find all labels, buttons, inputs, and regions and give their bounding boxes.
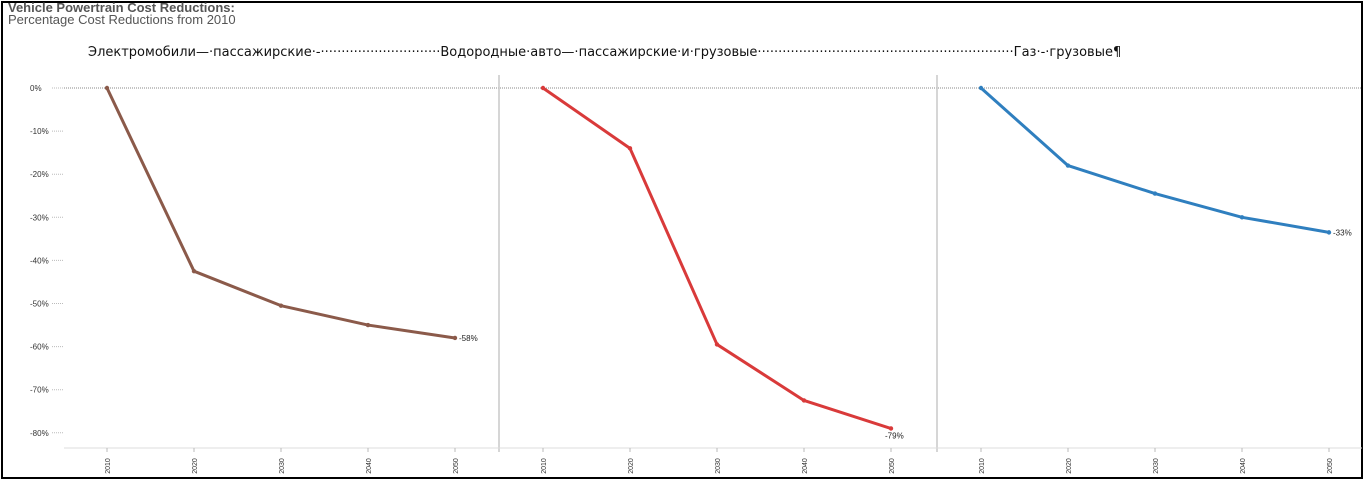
x-tick-label: 2010	[541, 458, 548, 474]
data-point-electric	[104, 85, 110, 91]
x-tick-label: 2040	[802, 458, 809, 474]
title-block: Vehicle Powertrain Cost Reductions: Perc…	[8, 0, 236, 27]
end-label-gas: -33%	[1333, 228, 1352, 237]
end-label-hydrogen: -79%	[885, 431, 904, 440]
data-point-hydrogen	[714, 342, 720, 347]
y-tick-label: -70%	[30, 386, 49, 395]
data-point-gas	[1152, 191, 1158, 196]
x-tick-label: 2010	[105, 458, 112, 474]
data-point-hydrogen	[888, 426, 894, 431]
x-tick-label: 2050	[889, 458, 896, 474]
x-tick-label: 2020	[1066, 458, 1073, 474]
x-tick-label: 2030	[1153, 458, 1160, 474]
data-point-gas	[978, 85, 984, 91]
x-tick-label: 2030	[279, 458, 286, 474]
x-tick-label: 2050	[453, 458, 460, 474]
y-tick-label: -10%	[30, 127, 49, 136]
series-line-gas	[980, 86, 1330, 234]
end-label-electric: -58%	[459, 334, 478, 343]
y-tick-label: -80%	[30, 429, 49, 438]
chart-subtitle: Percentage Cost Reductions from 2010	[8, 12, 236, 27]
data-point-hydrogen	[801, 398, 807, 403]
x-tick-label: 2020	[192, 458, 199, 474]
panel-headers: Электромобили—·пассажирские·-···········…	[88, 45, 1122, 60]
data-point-electric	[191, 268, 197, 274]
data-point-gas	[1326, 230, 1332, 235]
x-tick-label: 2040	[1240, 458, 1247, 474]
x-tick-label: 2010	[979, 458, 986, 474]
x-tick-label: 2050	[1327, 458, 1334, 474]
x-tick-label: 2030	[715, 458, 722, 474]
chart-title: Vehicle Powertrain Cost Reductions:	[8, 0, 235, 15]
data-point-electric	[452, 335, 458, 341]
data-point-electric	[365, 322, 371, 328]
data-point-electric	[278, 303, 284, 308]
y-tick-label: -20%	[30, 170, 49, 179]
data-point-gas	[1065, 163, 1071, 168]
series-line-hydrogen	[542, 86, 892, 430]
data-point-hydrogen	[627, 146, 633, 151]
x-tick-label: 2040	[366, 458, 373, 474]
data-point-gas	[1239, 215, 1245, 220]
y-tick-label: -40%	[30, 256, 49, 265]
y-tick-label: -60%	[30, 343, 49, 352]
y-tick-label: -30%	[30, 213, 49, 222]
y-tick-label: 0%	[30, 84, 42, 93]
series-line-electric	[105, 87, 456, 340]
y-tick-label: -50%	[30, 300, 49, 309]
data-point-hydrogen	[540, 85, 546, 91]
x-tick-label: 2020	[628, 458, 635, 474]
